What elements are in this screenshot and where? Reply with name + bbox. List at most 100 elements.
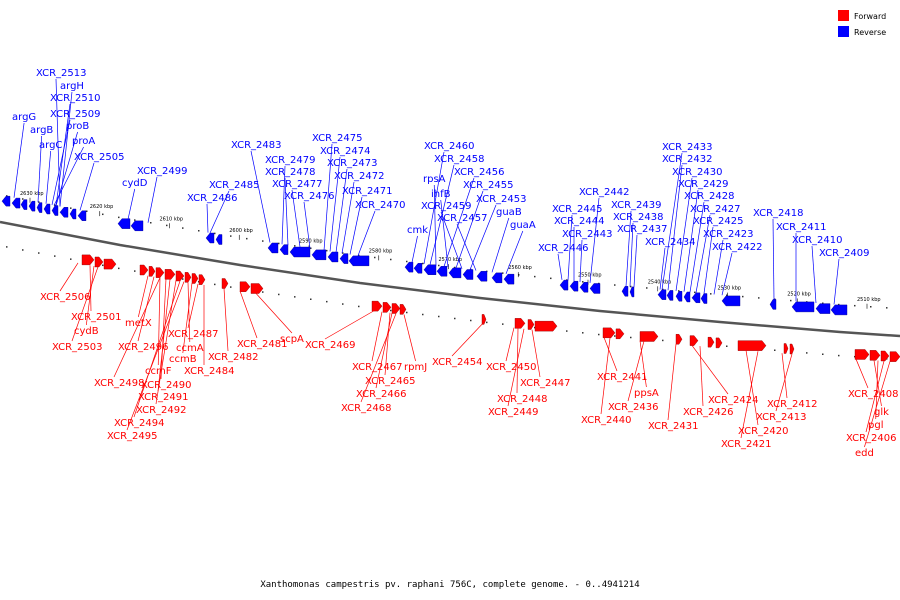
- genome-backbone: [0, 220, 900, 338]
- label-leader-line: [137, 275, 149, 318]
- forward-gene-arrow: [221, 278, 229, 289]
- forward-gene-label: XCR_2426: [683, 407, 734, 418]
- forward-gene-arrow: [164, 269, 176, 280]
- reverse-gene-label: XCR_2499: [137, 166, 188, 177]
- guide-dot: [710, 293, 712, 295]
- label-leader-line: [223, 288, 229, 352]
- forward-gene-label: XCR_2447: [520, 378, 571, 389]
- tick-label: 2620 kbp: [90, 204, 114, 210]
- label-leader-line: [209, 190, 230, 234]
- label-leader-line: [255, 293, 293, 334]
- guide-dot: [742, 295, 744, 298]
- forward-gene-label: XCR_2498: [94, 378, 145, 389]
- reverse-gene-label: XCR_2432: [662, 154, 713, 165]
- reverse-gene-arrow: [476, 271, 488, 282]
- guide-dot: [518, 274, 520, 276]
- label-leader-line: [384, 312, 391, 376]
- forward-gene-label: XCR_2469: [305, 340, 356, 351]
- reverse-gene-label: XCR_2439: [611, 200, 662, 211]
- guide-dot: [598, 333, 600, 336]
- label-leader-line: [13, 122, 25, 198]
- label-leader-line: [639, 340, 647, 388]
- guide-dot: [6, 246, 8, 248]
- reverse-gene-label: XCR_2478: [265, 167, 316, 178]
- guide-dot: [614, 284, 616, 286]
- reverse-gene-arrow: [666, 290, 674, 301]
- label-leader-line: [603, 337, 618, 372]
- label-leader-line: [531, 329, 541, 378]
- guide-dot: [166, 224, 168, 227]
- label-leader-line: [699, 346, 704, 407]
- guide-dot: [630, 285, 632, 288]
- reverse-gene-arrow: [436, 266, 448, 277]
- reverse-gene-label: XCR_2473: [327, 158, 378, 169]
- label-leader-line: [79, 162, 95, 211]
- forward-gene-arrow: [527, 319, 535, 330]
- guide-dot: [134, 270, 136, 272]
- guide-dot: [422, 313, 424, 316]
- reverse-gene-arrow: [205, 232, 215, 244]
- reverse-gene-arrow: [339, 253, 349, 264]
- forward-gene-arrow: [103, 258, 117, 270]
- reverse-gene-label: XCR_2437: [617, 224, 668, 235]
- label-leader-line: [187, 282, 191, 343]
- forward-gene-arrow: [94, 256, 104, 268]
- label-leader-line: [864, 361, 891, 448]
- reverse-gene-label: XCR_2513: [36, 68, 87, 79]
- forward-gene-arrow: [715, 337, 723, 349]
- label-leader-line: [341, 181, 355, 254]
- forward-gene-label: XCR_2492: [136, 405, 187, 416]
- reverse-gene-arrow: [815, 303, 831, 314]
- forward-gene-label: XCR_2484: [184, 366, 235, 377]
- guide-dot: [358, 305, 360, 308]
- reverse-gene-arrow: [404, 261, 414, 273]
- label-leader-line: [349, 196, 363, 255]
- forward-gene-label: XCR_2454: [432, 357, 483, 368]
- reverse-gene-arrow: [279, 244, 289, 255]
- label-leader-line: [157, 277, 161, 366]
- label-leader-line: [691, 345, 729, 395]
- forward-gene-arrow: [175, 270, 185, 282]
- forward-gene-label: XCR_2441: [597, 372, 648, 383]
- forward-gene-label: XCR_2491: [138, 392, 189, 403]
- label-leader-line: [721, 252, 733, 296]
- guide-dot: [790, 299, 792, 302]
- forward-gene-arrow: [155, 267, 165, 278]
- label-leader-line: [187, 283, 199, 329]
- label-leader-line: [683, 189, 699, 292]
- reverse-gene-arrow: [657, 289, 667, 300]
- reverse-gene-label: XCR_2459: [421, 201, 472, 212]
- guide-dot: [582, 332, 584, 334]
- label-leader-line: [491, 217, 510, 273]
- reverse-gene-arrow: [36, 202, 43, 213]
- reverse-gene-label: XCR_2470: [355, 200, 406, 211]
- label-leader-line: [589, 197, 600, 283]
- reverse-gene-label: XCR_2455: [463, 180, 514, 191]
- label-leader-line: [507, 328, 525, 407]
- guide-dot: [822, 353, 824, 355]
- label-leader-line: [633, 234, 638, 288]
- forward-gene-arrow: [514, 318, 526, 329]
- forward-gene-label: edd: [855, 448, 874, 459]
- label-leader-line: [59, 262, 79, 292]
- guide-dot: [838, 354, 840, 357]
- guide-dot: [870, 306, 872, 308]
- forward-gene-arrow: [869, 350, 881, 361]
- reverse-gene-arrow: [267, 242, 279, 254]
- reverse-gene-label: argG: [12, 112, 36, 123]
- label-leader-line: [627, 340, 645, 402]
- forward-gene-arrow: [250, 283, 264, 294]
- reverse-gene-arrow: [830, 304, 848, 316]
- reverse-gene-arrow: [28, 200, 36, 212]
- label-leader-line: [469, 204, 497, 270]
- reverse-gene-arrow: [51, 205, 59, 216]
- label-leader-line: [557, 253, 563, 280]
- guide-dot: [758, 297, 760, 299]
- label-leader-line: [440, 211, 463, 269]
- tick-label: 2540 kbp: [648, 279, 672, 285]
- forward-gene-arrow: [783, 343, 789, 354]
- reverse-gene-label: XCR_2438: [613, 212, 664, 223]
- guide-dot: [566, 330, 568, 332]
- reverse-gene-label: XCR_2434: [645, 237, 696, 248]
